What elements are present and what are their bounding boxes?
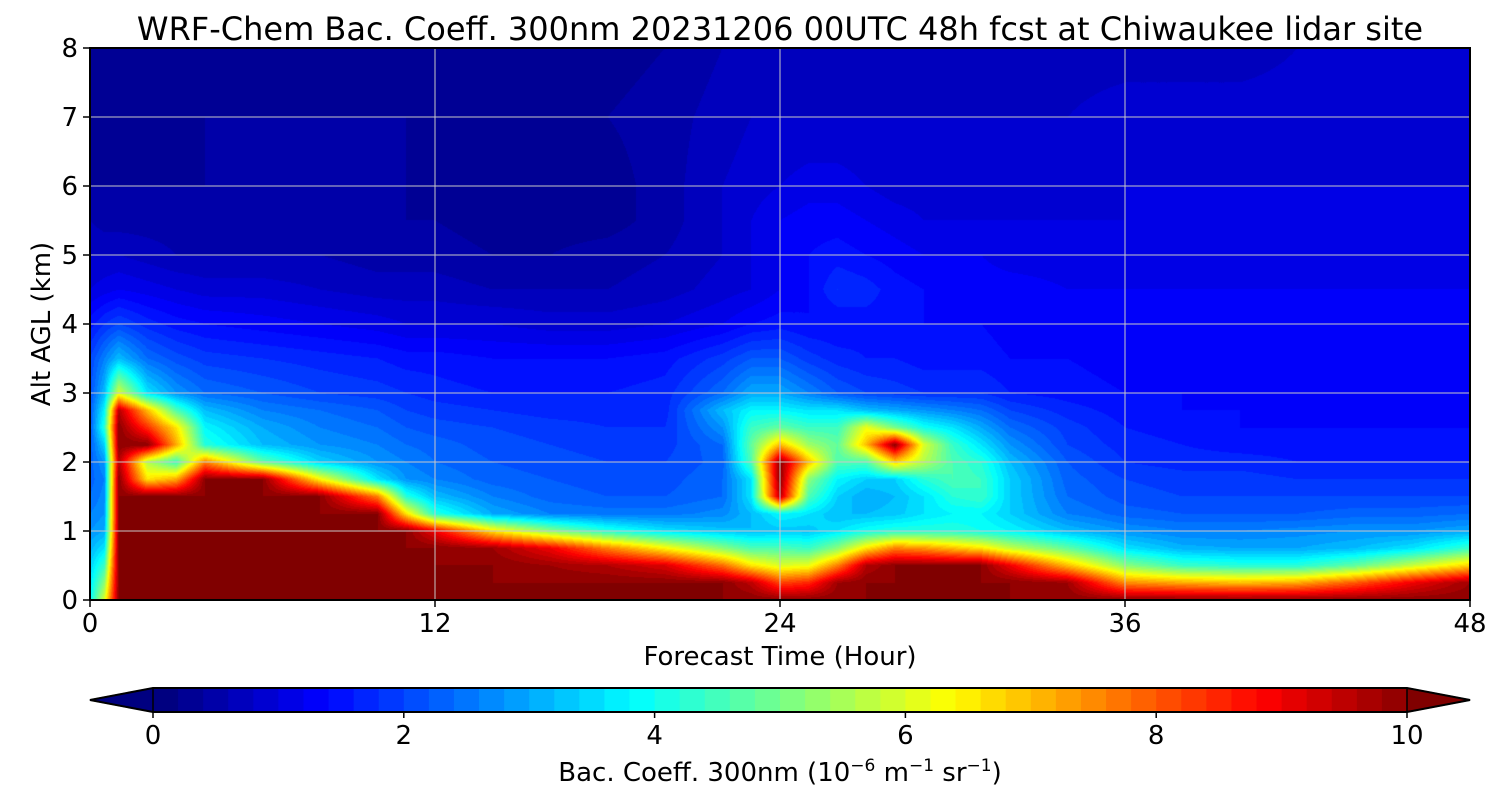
colorbar-cell [1331, 688, 1358, 712]
colorbar-extend-low [89, 687, 154, 713]
colorbar-cell [328, 688, 355, 712]
colorbar-cell [1181, 688, 1207, 712]
y-tick-label: 8 [61, 34, 78, 64]
colorbar-cell [278, 688, 305, 712]
colorbar-cell [830, 688, 856, 712]
colorbar-cell [930, 688, 957, 712]
y-tick-label: 0 [61, 586, 78, 616]
y-tick-label: 7 [61, 103, 78, 133]
colorbar-extend-high [1406, 687, 1471, 713]
colorbar-cell [805, 688, 831, 712]
colorbar-cell [1131, 688, 1157, 712]
colorbar-cell [504, 688, 530, 712]
colorbar-cell [880, 688, 906, 712]
colorbar-cell [1055, 688, 1082, 712]
colorbar-cell [1005, 688, 1032, 712]
x-tick-label: 24 [763, 609, 796, 639]
colorbar-cell [980, 688, 1007, 712]
colorbar-tick-label: 2 [396, 721, 413, 751]
colorbar-tick-label: 6 [897, 721, 914, 751]
colorbar-cell [704, 688, 731, 712]
colorbar-cell [1381, 688, 1408, 712]
colorbar-tick-label: 0 [145, 721, 162, 751]
colorbar-cell [403, 688, 430, 712]
colorbar-tick-label: 8 [1148, 721, 1165, 751]
y-tick-label: 1 [61, 517, 78, 547]
colorbar-cell [1106, 688, 1132, 712]
y-tick-label: 4 [61, 310, 78, 340]
colorbar-cell [1030, 688, 1057, 712]
colorbar-cell [228, 688, 254, 712]
colorbar-cell [780, 688, 806, 712]
colorbar-cell [1356, 688, 1383, 712]
colorbar-cell [654, 688, 681, 712]
colorbar-cell [679, 688, 706, 712]
colorbar-cell [153, 688, 179, 712]
colorbar-cell [1206, 688, 1233, 712]
colorbar-cell [303, 688, 330, 712]
colorbar-label: Bac. Coeff. 300nm (10−6 m−1 sr−1) [558, 756, 1001, 788]
y-tick-label: 6 [61, 172, 78, 202]
colorbar-cell [1080, 688, 1107, 712]
colorbar-cell [1281, 688, 1308, 712]
colorbar-cell [855, 688, 881, 712]
colorbar-tick-label: 4 [646, 721, 663, 751]
y-tick-label: 3 [61, 379, 78, 409]
y-axis: 0 1 2 3 4 5 6 7 8 [61, 34, 90, 616]
chart-title: WRF-Chem Bac. Coeff. 300nm 20231206 00UT… [137, 10, 1423, 48]
colorbar-cell [1306, 688, 1333, 712]
colorbar-cell [178, 688, 204, 712]
colorbar-cell [453, 688, 480, 712]
colorbar-cell [754, 688, 781, 712]
x-axis: 0 12 24 36 48 [82, 600, 1487, 639]
x-tick-label: 12 [418, 609, 451, 639]
x-tick-label: 48 [1453, 609, 1486, 639]
colorbar-cell [955, 688, 982, 712]
colorbar-cell [905, 688, 932, 712]
colorbar-cell [604, 688, 631, 712]
x-tick-label: 36 [1108, 609, 1141, 639]
colorbar-cell [479, 688, 505, 712]
colorbar-cell [554, 688, 580, 712]
colorbar-cell [353, 688, 380, 712]
x-tick-label: 0 [82, 609, 99, 639]
colorbar-cell [428, 688, 455, 712]
colorbar-cell [378, 688, 405, 712]
colorbar-cell [629, 688, 656, 712]
colorbar: 0 2 4 6 8 10 Bac. Coeff. 300nm (10−6 m−1 sr−1… [89, 687, 1471, 788]
colorbar-cell [203, 688, 229, 712]
colorbar-cells [153, 688, 1408, 712]
colorbar-tick-label: 10 [1390, 721, 1423, 751]
colorbar-cell [1231, 688, 1258, 712]
colorbar-cell [1256, 688, 1283, 712]
x-axis-label: Forecast Time (Hour) [643, 642, 916, 672]
colorbar-cell [729, 688, 756, 712]
colorbar-ticks: 0 2 4 6 8 10 [145, 712, 1424, 751]
y-tick-label: 2 [61, 448, 78, 478]
colorbar-cell [1156, 688, 1182, 712]
y-axis-label: Alt AGL (km) [27, 242, 57, 406]
colorbar-cell [579, 688, 606, 712]
colorbar-cell [253, 688, 279, 712]
y-tick-label: 5 [61, 241, 78, 271]
colorbar-cell [529, 688, 555, 712]
